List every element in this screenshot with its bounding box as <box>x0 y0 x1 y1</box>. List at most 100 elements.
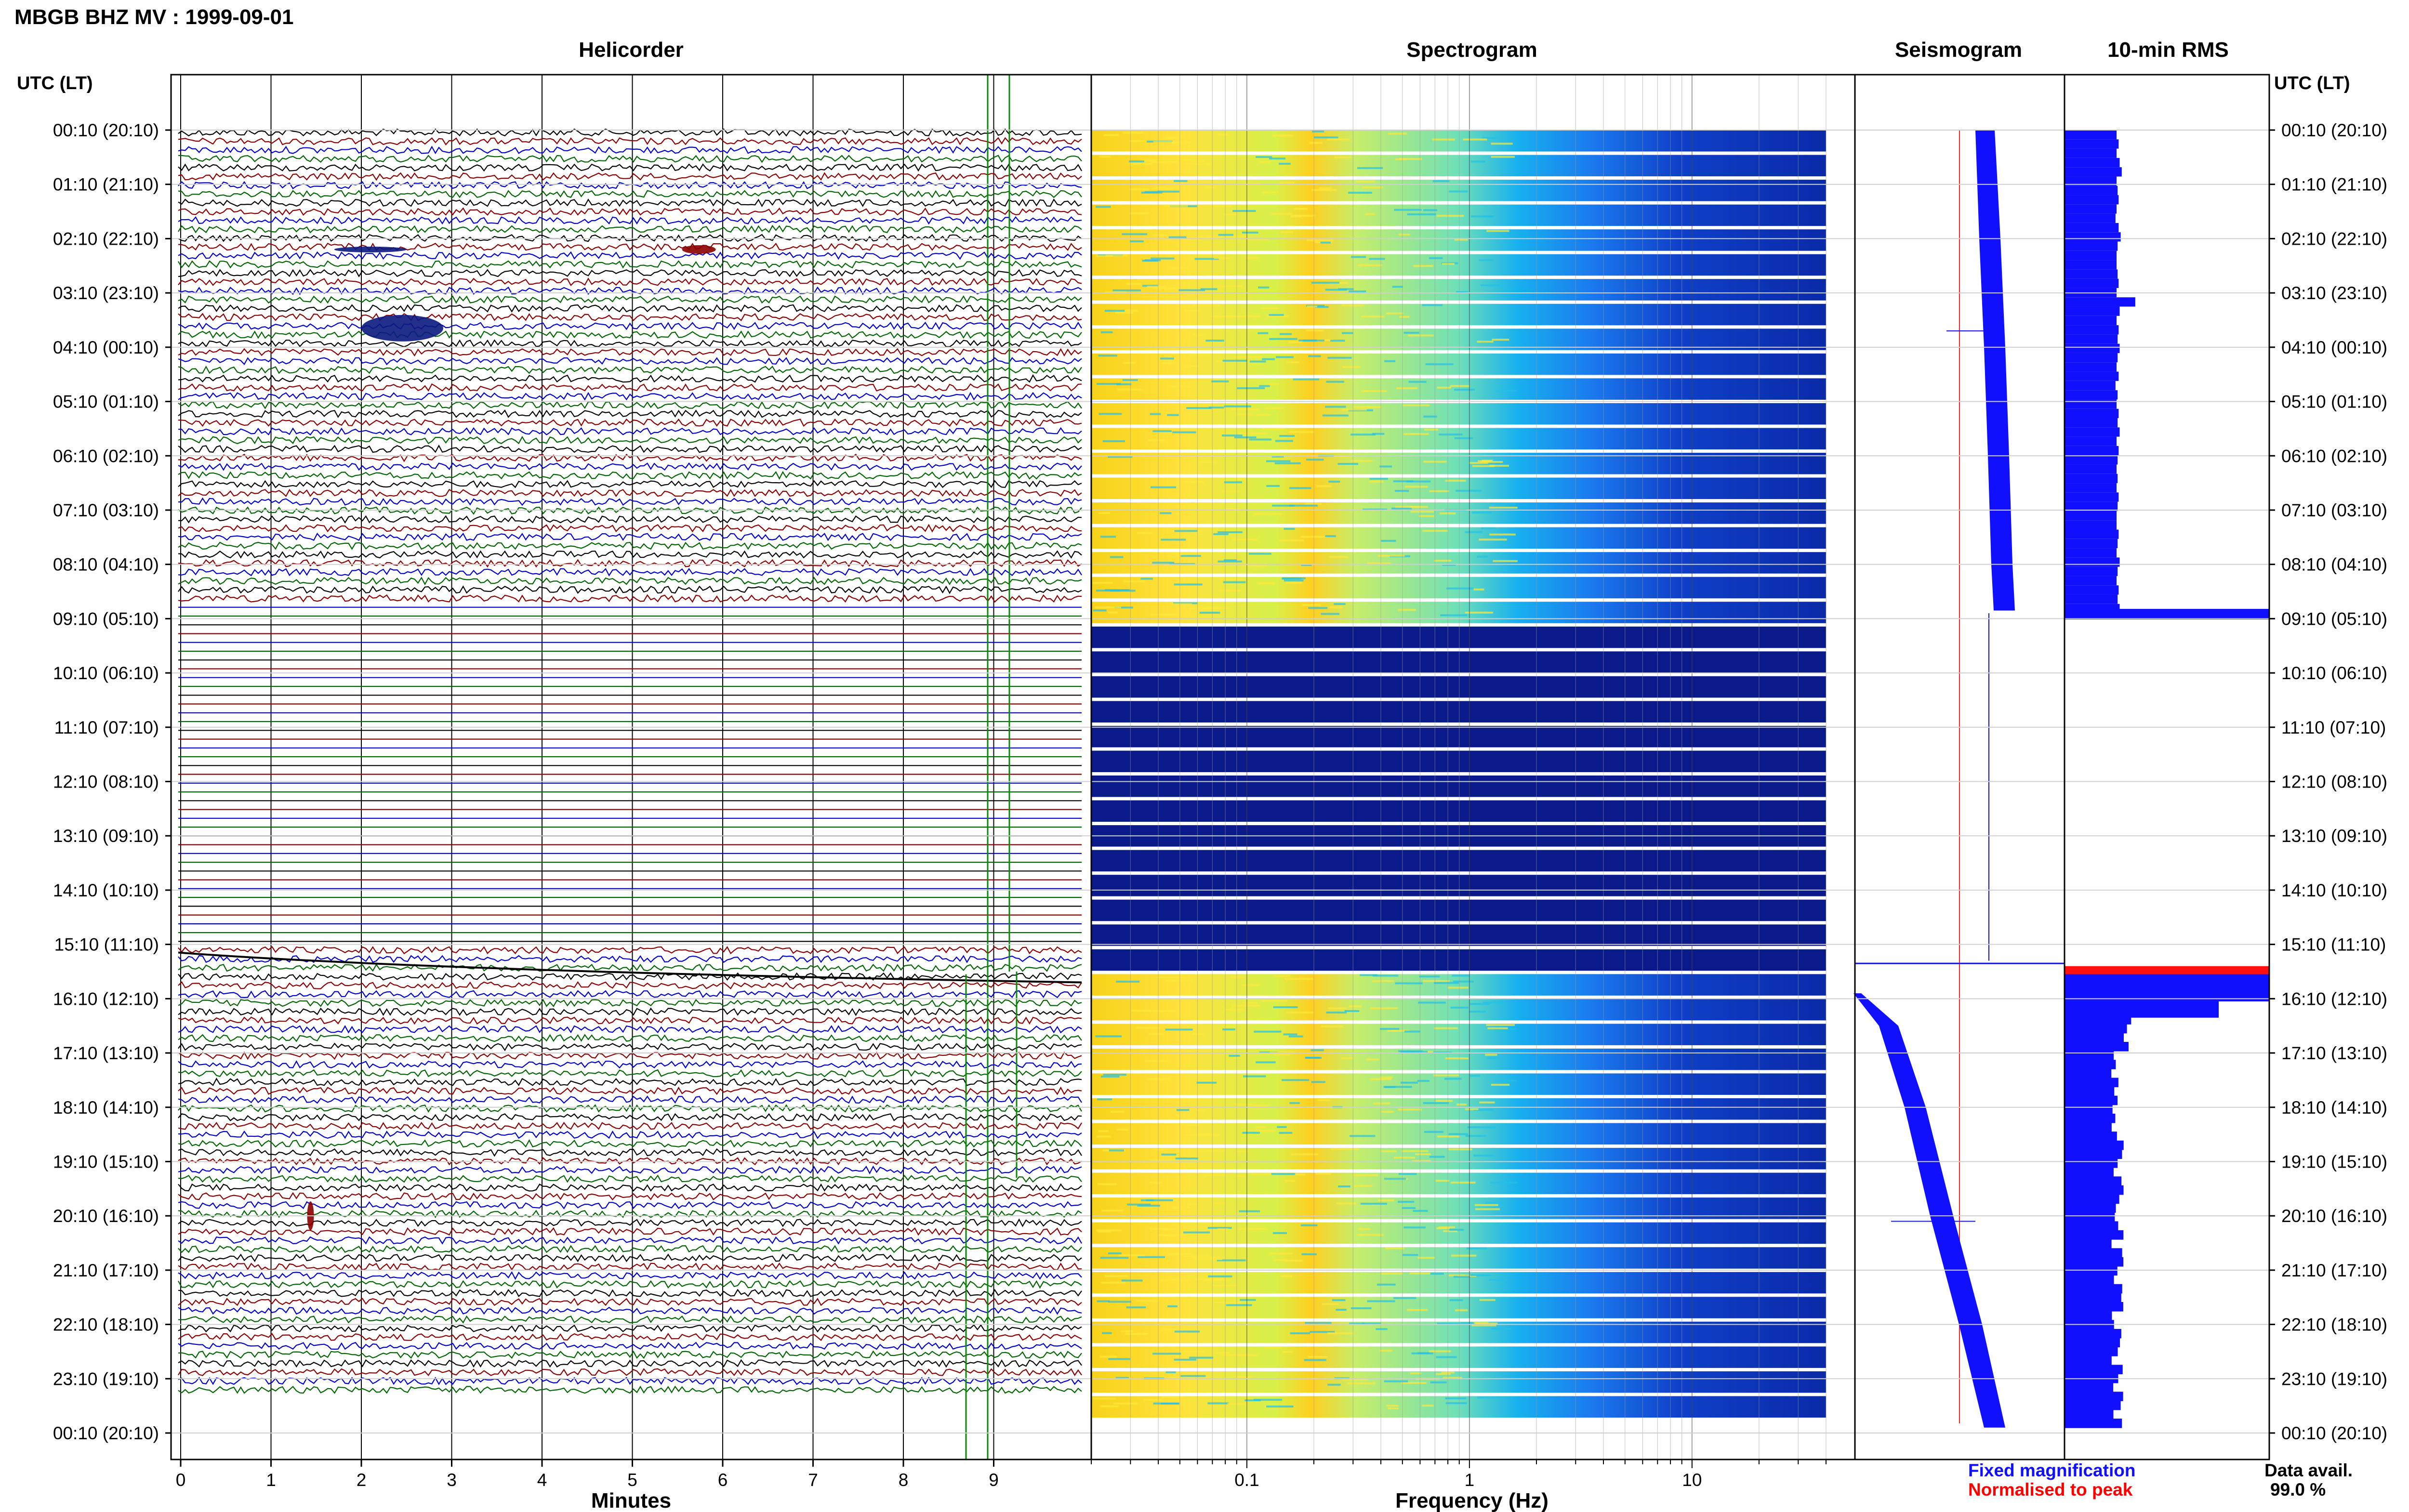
spectrogram-speckle <box>1417 1352 1430 1354</box>
spectrogram-speckle <box>1402 1150 1429 1152</box>
spectrogram-speckle <box>1096 206 1111 208</box>
rms-bar <box>2065 473 2118 484</box>
spectrogram-speckle <box>1410 1372 1422 1374</box>
rms-bar <box>2065 492 2119 502</box>
spectrogram-speckle <box>1284 978 1313 980</box>
rms-bar <box>2065 511 2117 521</box>
spectrogram-speckle <box>1417 1080 1430 1082</box>
spectrogram-speckle <box>1384 1380 1408 1382</box>
rms-bar <box>2065 1015 2131 1025</box>
spectrogram-speckle <box>1257 286 1270 289</box>
spectrogram-speckle <box>1471 215 1493 218</box>
spectrogram-speckle <box>1103 1074 1127 1076</box>
spectrogram-speckle <box>1398 609 1416 611</box>
spectrogram-speckle <box>1242 565 1267 567</box>
spectrogram-speckle <box>1361 390 1387 393</box>
rms-bar <box>2065 483 2117 493</box>
spectrogram-speckle <box>1429 1350 1451 1353</box>
spectrogram-speckle <box>1272 1232 1287 1234</box>
helicorder-trace <box>178 313 1082 322</box>
helicorder-trace <box>178 1385 1082 1394</box>
spectrogram-speckle <box>1211 380 1229 382</box>
helicorder-trace <box>178 295 1082 304</box>
minute-tick-label: 4 <box>537 1470 547 1490</box>
rms-bar <box>2065 195 2119 205</box>
spectrogram-speckle <box>1357 167 1383 169</box>
spectrogram-speckle <box>1238 1227 1267 1230</box>
rms-bar <box>2065 1338 2120 1348</box>
rms-bar <box>2065 204 2117 214</box>
left-time-label: 02:10 (22:10) <box>53 229 159 249</box>
spectrogram-speckle <box>1341 304 1364 307</box>
spectrogram-speckle <box>1336 1309 1347 1311</box>
minute-tick-label: 1 <box>266 1470 276 1490</box>
helicorder-trace <box>178 488 1082 497</box>
spectrogram-speckle <box>1098 1130 1109 1132</box>
spectrogram-speckle <box>1423 980 1450 982</box>
spectrogram-speckle <box>1266 485 1280 487</box>
helicorder-trace <box>178 435 1082 445</box>
spectrogram-speckle <box>1214 1202 1226 1204</box>
spectrogram-speckle <box>1176 1109 1190 1111</box>
left-time-label: 16:10 (12:10) <box>53 989 159 1009</box>
spectrogram-speckle <box>1099 512 1111 514</box>
spectrogram-speckle <box>1405 486 1428 488</box>
spectrogram-speckle <box>1182 365 1198 368</box>
spectrogram-speckle <box>1265 1346 1282 1349</box>
helicorder-trace <box>178 330 1082 339</box>
spectrogram-speckle <box>1385 1086 1396 1088</box>
spectrogram-speckle <box>1161 1228 1175 1230</box>
spectrogram-row <box>1091 850 1826 872</box>
spectrogram-row <box>1091 701 1826 723</box>
left-time-label: 22:10 (18:10) <box>53 1315 159 1335</box>
spectrogram-speckle <box>1284 527 1295 530</box>
spectrogram-speckle <box>1277 1126 1287 1128</box>
helicorder-trace <box>178 999 1082 1007</box>
spectrogram-speckle <box>1380 1028 1400 1030</box>
spectrogram-speckle <box>1288 1035 1303 1038</box>
spectrogram-speckle <box>1438 1226 1456 1229</box>
spectrogram-speckle <box>1351 256 1366 258</box>
spectrogram-speckle <box>1435 1180 1450 1182</box>
spectrogram-speckle <box>1137 532 1153 534</box>
rms-bar <box>2065 176 2117 186</box>
spectrogram-speckle <box>1489 1279 1507 1281</box>
left-time-label: 23:10 (19:10) <box>53 1369 159 1389</box>
spectrogram-speckle <box>1289 504 1318 507</box>
rms-bar <box>2065 1149 2122 1159</box>
spectrogram-speckle <box>1274 975 1291 977</box>
spectrogram-speckle <box>1232 210 1256 212</box>
spectrogram-speckle <box>1203 1134 1220 1136</box>
rms-bar <box>2065 1275 2114 1285</box>
spectrogram-speckle <box>1222 434 1243 437</box>
rms-bar <box>2065 1176 2122 1186</box>
spectrogram-speckle <box>1380 1150 1397 1153</box>
spectrogram-speckle <box>1454 1275 1470 1278</box>
rms-bar <box>2065 1087 2115 1096</box>
helicorder-trace <box>178 1051 1082 1060</box>
spectrogram-speckle <box>1126 1306 1146 1309</box>
helicorder-trace <box>178 1368 1082 1377</box>
spectrogram-speckle <box>1192 333 1206 336</box>
spectrogram-speckle <box>1220 578 1245 580</box>
spectrogram-speckle <box>1121 1330 1133 1332</box>
rms-bar <box>2065 167 2122 177</box>
spectrogram-speckle <box>1236 1175 1246 1177</box>
spectrogram-speckle <box>1148 439 1165 441</box>
left-time-label: 00:10 (20:10) <box>53 1423 159 1443</box>
spectrogram-speckle <box>1425 363 1454 366</box>
spectrogram-speckle <box>1234 315 1261 317</box>
rms-bar <box>2065 297 2135 307</box>
rms-bar <box>2065 1230 2124 1240</box>
right-time-label: 20:10 (16:10) <box>2281 1206 2387 1226</box>
spectrogram-speckle <box>1280 1275 1293 1277</box>
spectrogram-speckle <box>1110 556 1124 558</box>
spectrogram-speckle <box>1455 1309 1468 1312</box>
spectrogram-speckle <box>1325 289 1347 291</box>
spectrogram-speckle <box>1158 1234 1187 1236</box>
spectrogram-speckle <box>1151 614 1179 616</box>
spectrogram-speckle <box>1237 1376 1252 1379</box>
spectrogram-speckle <box>1182 481 1204 483</box>
spectrogram-speckle <box>1196 1109 1206 1111</box>
spectrogram-speckle <box>1301 564 1312 566</box>
